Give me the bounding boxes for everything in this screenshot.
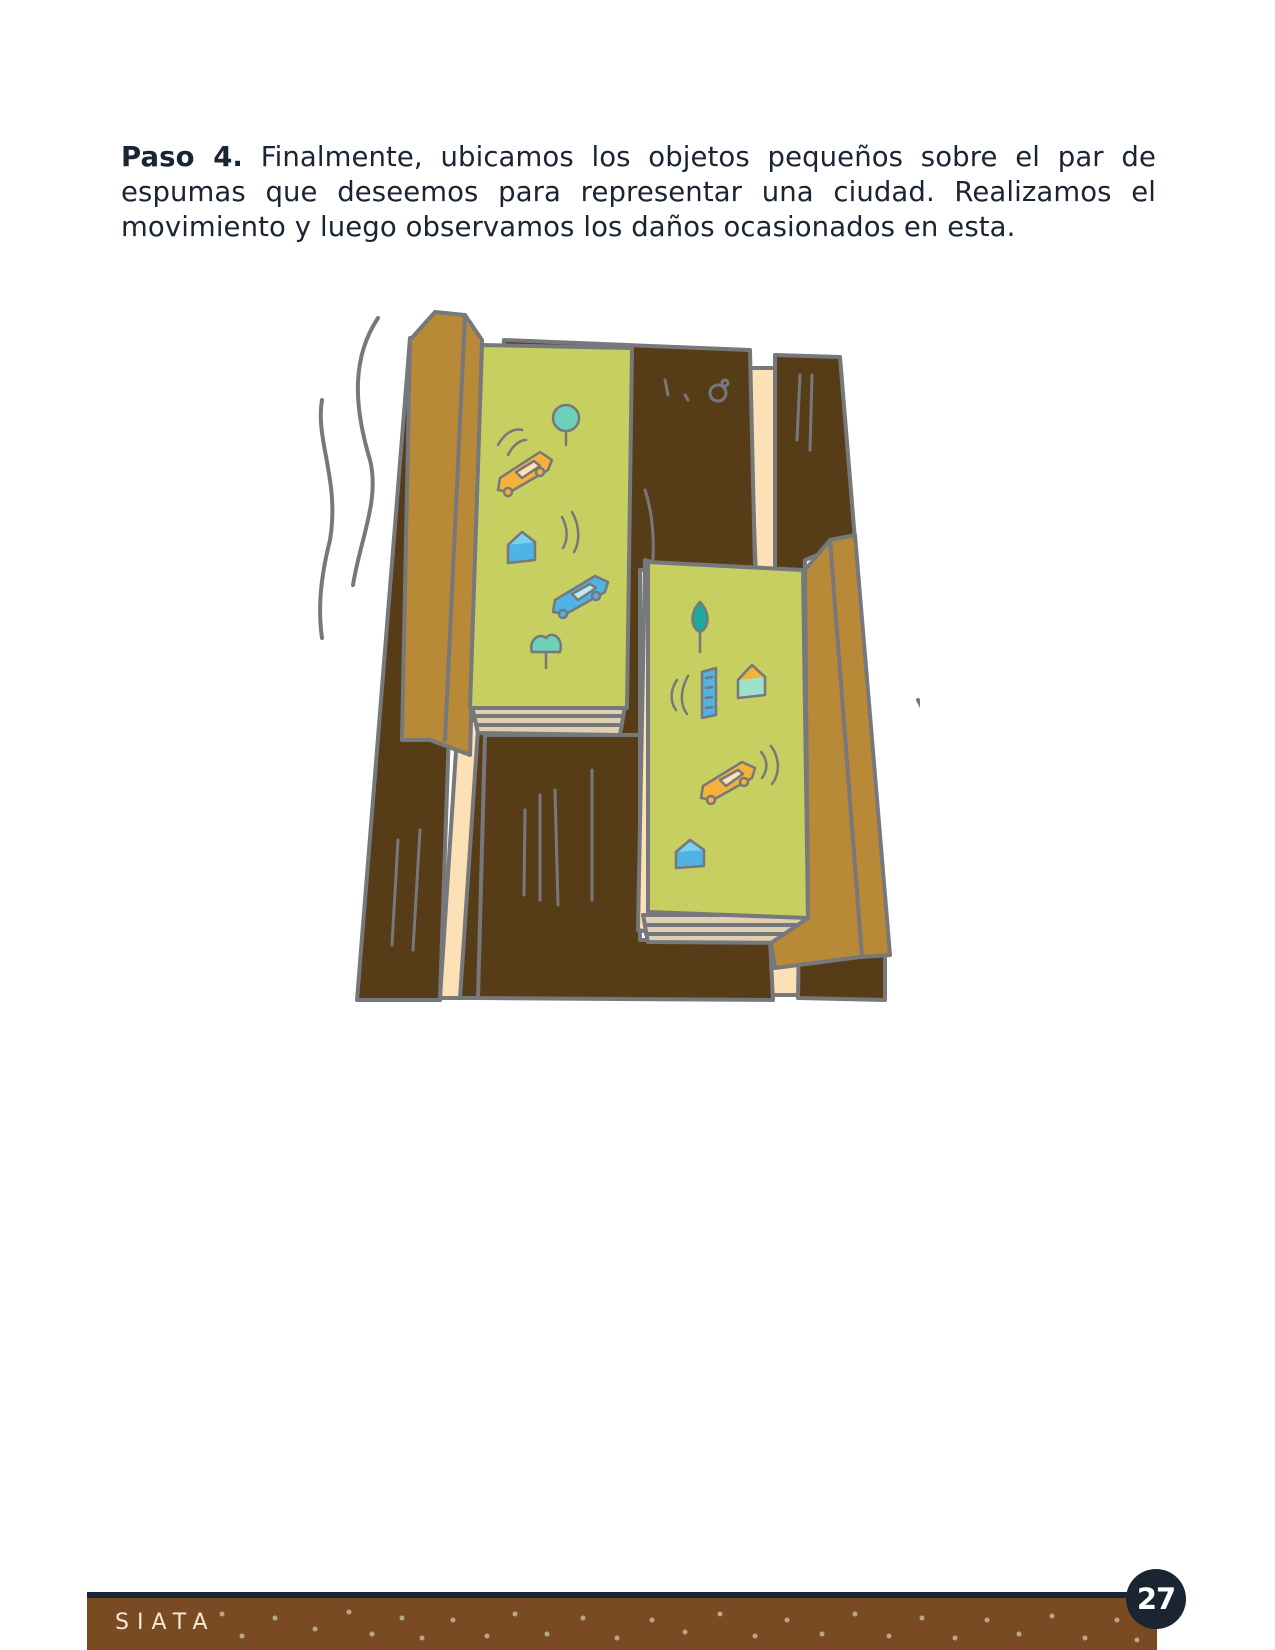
page-number: 27 (1136, 1582, 1176, 1616)
footer-dot-pattern (219, 1609, 1140, 1643)
page-number-badge: 27 (1126, 1569, 1186, 1629)
left-foam-block (468, 343, 634, 737)
shake-lines-left (318, 316, 380, 640)
house-icon (736, 663, 767, 700)
house-icon (506, 530, 537, 565)
footer-brand: SIATA (115, 1610, 216, 1635)
tree-icon (551, 403, 581, 447)
right-plank (769, 533, 892, 970)
step-label: Paso 4. (121, 140, 243, 173)
footer-divider (87, 1592, 1127, 1598)
car-icon (551, 574, 610, 620)
footer-bar (87, 1596, 1157, 1650)
shake-lines-right (916, 698, 920, 709)
vibration-marks (560, 510, 580, 554)
car-icon (699, 760, 757, 806)
earthquake-model-illustration (318, 310, 920, 1002)
step-paragraph: Paso 4. Finalmente, ubicamos los objetos… (121, 140, 1156, 245)
building-icon (700, 666, 718, 720)
step-text: Finalmente, ubicamos los objetos pequeño… (121, 140, 1156, 243)
tree-icon (529, 633, 563, 670)
car-icon (496, 428, 554, 498)
right-foam-block (636, 558, 810, 945)
vibration-marks (670, 674, 780, 786)
soil-scratches (390, 373, 814, 952)
house-icon (674, 838, 706, 870)
tree-icon (691, 600, 709, 654)
left-plank (400, 310, 484, 757)
